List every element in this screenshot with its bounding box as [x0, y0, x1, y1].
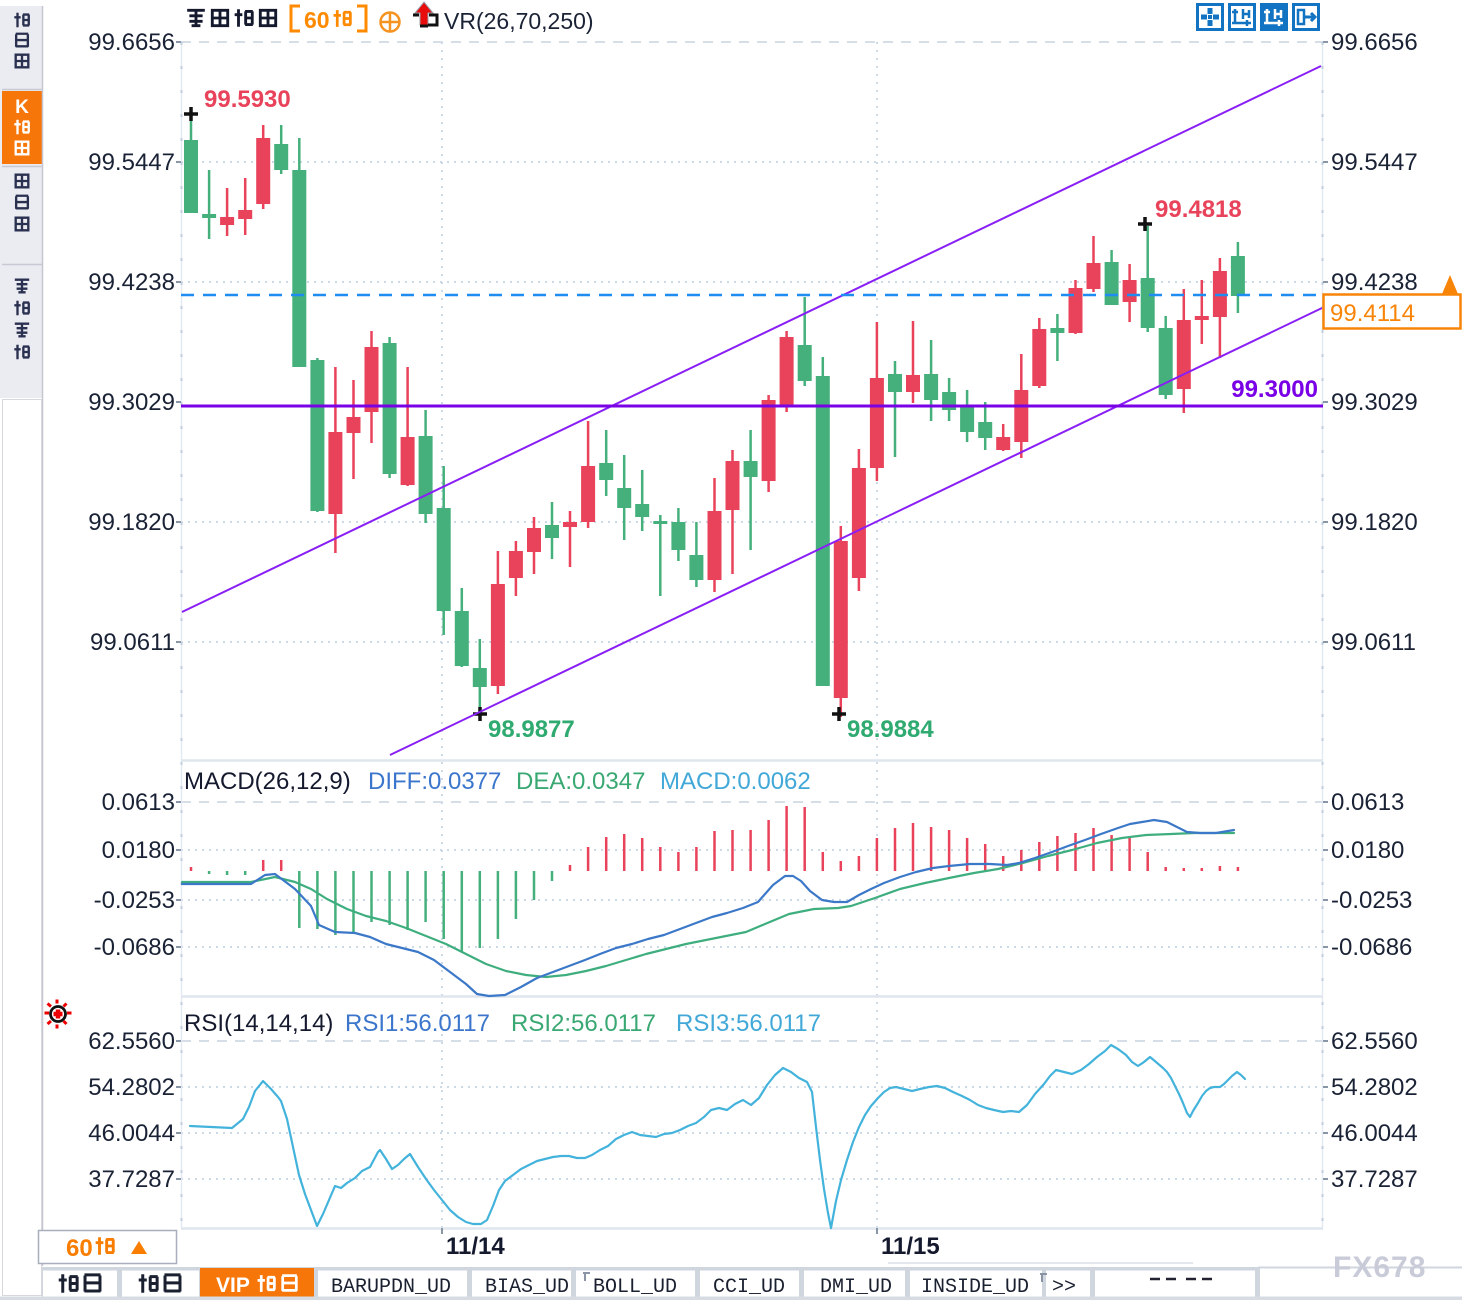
svg-text:RSI(14,14,14): RSI(14,14,14)	[184, 1010, 333, 1037]
svg-text:CCI_UD: CCI_UD	[713, 1276, 785, 1299]
svg-text:99.4238: 99.4238	[88, 269, 175, 296]
svg-text:MACD(26,12,9): MACD(26,12,9)	[184, 768, 351, 795]
svg-text:37.7287: 37.7287	[1331, 1166, 1418, 1193]
svg-text:99.1820: 99.1820	[88, 509, 175, 536]
svg-text:INSIDE_UD: INSIDE_UD	[921, 1276, 1029, 1299]
svg-text:11/14: 11/14	[446, 1233, 505, 1260]
svg-text:>>: >>	[1052, 1276, 1076, 1299]
svg-text:99.4818: 99.4818	[1155, 196, 1242, 223]
svg-text:99.3000: 99.3000	[1231, 376, 1318, 403]
svg-text:60: 60	[66, 1235, 93, 1262]
svg-text:0.0613: 0.0613	[1331, 789, 1404, 816]
svg-text:-0.0686: -0.0686	[1331, 934, 1412, 961]
svg-text:99.6656: 99.6656	[88, 29, 175, 56]
svg-text:46.0044: 46.0044	[1331, 1120, 1418, 1147]
svg-text:-0.0686: -0.0686	[94, 934, 175, 961]
svg-text:0.0180: 0.0180	[102, 837, 175, 864]
svg-text:11/15: 11/15	[881, 1233, 940, 1260]
svg-text:99.0611: 99.0611	[1331, 629, 1416, 656]
svg-text:VR(26,70,250): VR(26,70,250)	[444, 8, 594, 34]
svg-text:99.4238: 99.4238	[1331, 269, 1418, 296]
svg-text:RSI3:56.0117: RSI3:56.0117	[676, 1010, 821, 1037]
svg-text:K: K	[15, 97, 29, 118]
svg-text:62.5560: 62.5560	[88, 1028, 175, 1055]
svg-text:-0.0253: -0.0253	[94, 887, 175, 914]
svg-text:98.9877: 98.9877	[488, 716, 575, 743]
svg-text:MACD:0.0062: MACD:0.0062	[660, 768, 811, 795]
svg-text:DMI_UD: DMI_UD	[820, 1276, 892, 1299]
svg-text:46.0044: 46.0044	[88, 1120, 175, 1147]
svg-text:0.0613: 0.0613	[102, 789, 175, 816]
svg-text:BIAS_UD: BIAS_UD	[485, 1276, 569, 1299]
svg-text:99.6656: 99.6656	[1331, 29, 1418, 56]
svg-text:99.5930: 99.5930	[204, 86, 291, 113]
svg-text:99.1820: 99.1820	[1331, 509, 1418, 536]
svg-text:62.5560: 62.5560	[1331, 1028, 1418, 1055]
svg-text:VIP: VIP	[216, 1274, 250, 1297]
svg-text:54.2802: 54.2802	[1331, 1074, 1418, 1101]
svg-text:99.5447: 99.5447	[88, 149, 175, 176]
svg-text:54.2802: 54.2802	[88, 1074, 175, 1101]
svg-text:99.5447: 99.5447	[1331, 149, 1418, 176]
svg-text:-0.0253: -0.0253	[1331, 887, 1412, 914]
svg-text:0.0180: 0.0180	[1331, 837, 1404, 864]
svg-text:99.4114: 99.4114	[1330, 300, 1415, 327]
svg-text:RSI2:56.0117: RSI2:56.0117	[511, 1010, 656, 1037]
svg-text:BARUPDN_UD: BARUPDN_UD	[331, 1276, 451, 1299]
svg-text:BOLL_UD: BOLL_UD	[593, 1276, 677, 1299]
svg-text:99.3029: 99.3029	[88, 389, 175, 416]
svg-text:99.3029: 99.3029	[1331, 389, 1418, 416]
svg-text:98.9884: 98.9884	[847, 716, 934, 743]
svg-text:60: 60	[304, 7, 330, 33]
svg-text:99.0611: 99.0611	[90, 629, 175, 656]
svg-text:DIFF:0.0377: DIFF:0.0377	[368, 768, 501, 795]
svg-text:37.7287: 37.7287	[88, 1166, 175, 1193]
svg-text:DEA:0.0347: DEA:0.0347	[516, 768, 645, 795]
svg-text:FX678: FX678	[1333, 1251, 1426, 1284]
svg-text:RSI1:56.0117: RSI1:56.0117	[345, 1010, 490, 1037]
